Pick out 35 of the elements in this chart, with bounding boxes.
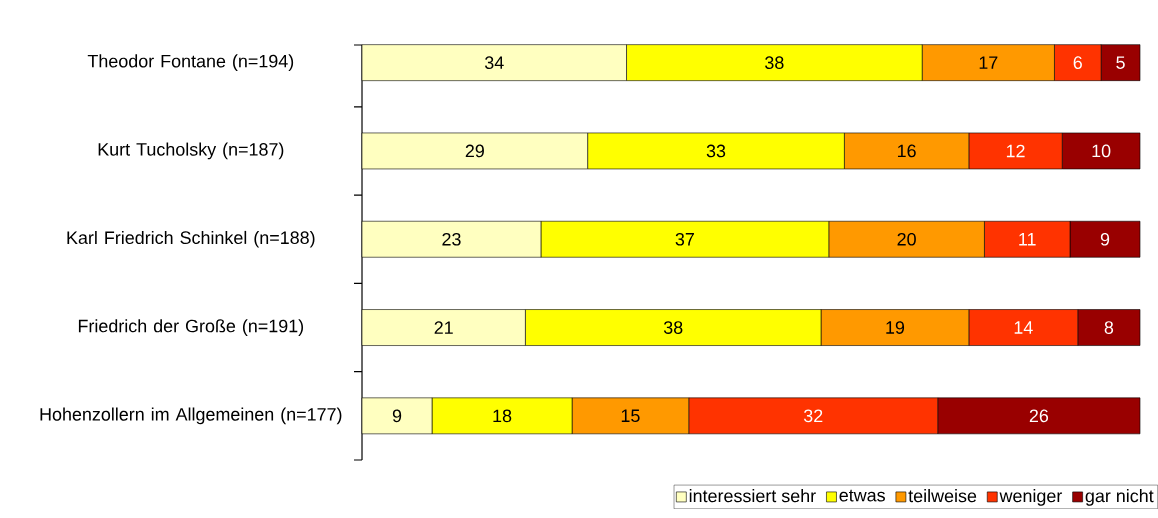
data-label: 33 xyxy=(706,144,726,158)
data-label: 37 xyxy=(675,232,694,246)
legend-label: weniger xyxy=(999,489,1063,506)
data-label: 29 xyxy=(465,144,484,158)
y-tick-label: Friedrich der Große (n=191) xyxy=(78,319,304,336)
data-label: 38 xyxy=(765,56,784,69)
data-label: 20 xyxy=(897,232,916,246)
data-label: 11 xyxy=(1019,233,1036,246)
data-label: 26 xyxy=(1029,409,1049,423)
legend-label: etwas xyxy=(839,489,885,502)
data-label: 34 xyxy=(484,56,504,69)
data-label: 19 xyxy=(886,321,905,334)
data-label: 17 xyxy=(979,56,998,69)
data-label: 10 xyxy=(1092,144,1111,158)
data-label: 12 xyxy=(1006,144,1025,158)
data-label: 16 xyxy=(897,144,916,158)
data-label: 14 xyxy=(1014,321,1033,334)
y-tick-label: Theodor Fontane (n=194) xyxy=(87,54,294,72)
legend-label: gar nicht xyxy=(1085,489,1154,506)
data-label: 5 xyxy=(1116,56,1125,69)
data-label: 9 xyxy=(392,409,402,423)
y-tick-label: Hohenzollern im Allgemeinen (n=177) xyxy=(40,407,342,425)
data-label: 32 xyxy=(803,409,823,423)
legend-label: teilweise xyxy=(908,489,977,503)
data-label: 6 xyxy=(1073,56,1082,69)
data-label: 15 xyxy=(621,409,640,423)
data-label: 8 xyxy=(1104,321,1114,334)
data-label: 38 xyxy=(663,321,683,334)
data-label: 9 xyxy=(1100,232,1110,246)
y-tick-label: Karl Friedrich Schinkel (n=188) xyxy=(67,230,315,248)
data-label: 23 xyxy=(442,232,461,246)
data-label: 18 xyxy=(493,409,512,423)
data-label: 21 xyxy=(434,321,453,334)
legend-label: interessiert sehr xyxy=(689,489,816,503)
y-tick-label: Kurt Tucholsky (n=187) xyxy=(98,142,284,160)
